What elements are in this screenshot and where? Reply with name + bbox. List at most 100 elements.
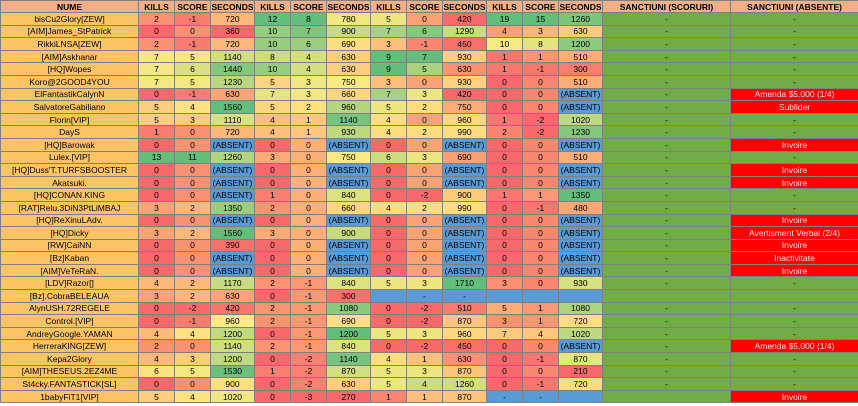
stat-cell: -1 bbox=[290, 339, 327, 354]
sanction-cell: - bbox=[730, 377, 858, 391]
sanction-cell: - bbox=[730, 200, 858, 215]
sanction-cell: Invoire bbox=[730, 263, 858, 278]
sanction-cell: - bbox=[602, 163, 731, 177]
sanction-cell: Invoire bbox=[730, 137, 858, 152]
stat-cell: 0 bbox=[138, 301, 175, 316]
stat-cell: 0 bbox=[522, 226, 559, 240]
player-row: ElFantastikCalynN 0 -1 630 7 3 660 7 3 420 0 0 (ABSE… bbox=[0, 87, 858, 102]
sanction-cell: - bbox=[602, 339, 731, 354]
stat-cell: -1 bbox=[522, 352, 559, 366]
stat-cell: -1 bbox=[174, 314, 211, 328]
stat-cell: 0 bbox=[522, 87, 559, 102]
stat-cell: 870 bbox=[326, 364, 371, 379]
stat-cell: 6 bbox=[138, 364, 175, 379]
player-row: [AIM]Askhanar 7 5 1140 8 4 630 9 7 930 1 1 510- - bbox=[0, 49, 858, 64]
column-header: NUME bbox=[0, 0, 139, 13]
sanction-cell: Invoire bbox=[730, 163, 858, 177]
player-name: DayS bbox=[0, 125, 139, 139]
stat-cell: 2 bbox=[254, 200, 291, 215]
sanction-cell: Amenda $5,000 (1/4) bbox=[730, 339, 858, 354]
stat-cell: 690 bbox=[326, 314, 371, 328]
stat-cell: 1530 bbox=[210, 364, 255, 379]
stat-cell: (ABSENT) bbox=[558, 339, 603, 354]
stat-cell: 450 bbox=[442, 37, 487, 51]
stat-cell: -2 bbox=[290, 364, 327, 379]
player-row: 1babyFiT1[VIP] 5 4 1020 0 -3 270 1 1 870- - Invoire bbox=[0, 389, 858, 404]
stat-cell: 0 bbox=[254, 213, 291, 228]
sanction-cell: - bbox=[602, 263, 731, 278]
stat-cell: 2 bbox=[174, 289, 211, 303]
stat-cell: 690 bbox=[326, 37, 371, 51]
stat-cell: 0 bbox=[174, 24, 211, 39]
player-row: [RAT]Relu.3DiN3PtLiMBAJ 3 2 1350 2 0 660 4 2 990 0… bbox=[0, 200, 858, 215]
stat-cell: 1 bbox=[254, 364, 291, 379]
column-header: SECONDS bbox=[442, 0, 487, 13]
stat-cell: 2 bbox=[174, 276, 211, 291]
stat-cell: 930 bbox=[558, 276, 603, 291]
sanction-cell: - bbox=[730, 276, 858, 291]
stat-cell: -2 bbox=[290, 352, 327, 366]
stat-cell: 870 bbox=[442, 314, 487, 328]
stat-cell: 4 bbox=[522, 326, 559, 341]
stat-cell: 0 bbox=[522, 276, 559, 291]
player-row: SalvatoreGabiliano 5 4 1560 5 2 960 5 2 750 0 0 (ABS… bbox=[0, 100, 858, 114]
sanction-cell: - bbox=[730, 364, 858, 379]
stat-cell: 0 bbox=[138, 213, 175, 228]
stat-cell: 0 bbox=[370, 238, 407, 253]
stat-cell: (ABSENT) bbox=[210, 188, 255, 202]
stat-cell: 6 bbox=[370, 150, 407, 165]
stat-cell: 0 bbox=[174, 213, 211, 228]
stat-cell: -1 bbox=[174, 12, 211, 26]
stat-cell: 840 bbox=[326, 276, 371, 291]
stat-cell: 1020 bbox=[558, 326, 603, 341]
stat-cell: 0 bbox=[522, 213, 559, 228]
stat-cell: 4 bbox=[254, 125, 291, 139]
stat-cell: 1110 bbox=[210, 112, 255, 127]
player-name: bisCu2Glory[ZEW] bbox=[0, 12, 139, 26]
stat-cell: 1140 bbox=[326, 352, 371, 366]
stat-cell: 5 bbox=[254, 100, 291, 114]
sanction-cell: - bbox=[730, 352, 858, 366]
stat-cell: 0 bbox=[370, 339, 407, 354]
stat-cell: 5 bbox=[174, 364, 211, 379]
stat-cell: 0 bbox=[522, 150, 559, 165]
stat-cell: 510 bbox=[558, 74, 603, 89]
sanction-cell: - bbox=[730, 150, 858, 165]
stat-cell: 2 bbox=[138, 339, 175, 354]
stat-cell: 11 bbox=[174, 150, 211, 165]
stat-cell: 750 bbox=[326, 74, 371, 89]
sanction-cell: - bbox=[730, 62, 858, 76]
stat-cell: 5 bbox=[174, 49, 211, 64]
stat-cell: (ABSENT) bbox=[210, 251, 255, 265]
sanction-cell: - bbox=[730, 74, 858, 89]
table-body: bisCu2Glory[ZEW] 2 -1 720 12 8 780 5 0 420 19 15 126… bbox=[0, 12, 858, 404]
stat-cell: 0 bbox=[486, 150, 523, 165]
player-name: [HQ]ReXinuLAdv. bbox=[0, 213, 139, 228]
stat-cell: 0 bbox=[138, 87, 175, 102]
player-name: 1babyFiT1[VIP] bbox=[0, 389, 139, 404]
stat-cell: 690 bbox=[442, 150, 487, 165]
stat-cell: -2 bbox=[406, 339, 443, 354]
stat-cell: (ABSENT) bbox=[442, 263, 487, 278]
stat-cell: (ABSENT) bbox=[442, 213, 487, 228]
stat-cell: (ABSENT) bbox=[210, 263, 255, 278]
stat-cell: 1260 bbox=[558, 12, 603, 26]
stat-cell: 480 bbox=[558, 200, 603, 215]
stat-cell: 0 bbox=[174, 263, 211, 278]
stat-cell bbox=[558, 389, 603, 404]
stat-cell: 1350 bbox=[210, 200, 255, 215]
sanction-cell: - bbox=[602, 74, 731, 89]
sanction-cell: - bbox=[602, 251, 731, 265]
stat-cell: 5 bbox=[254, 74, 291, 89]
player-name: [RW]CaiNN bbox=[0, 238, 139, 253]
stat-cell: (ABSENT) bbox=[210, 137, 255, 152]
player-name: [HQ]Barowak bbox=[0, 137, 139, 152]
stat-cell: 0 bbox=[138, 175, 175, 190]
stat-cell: 870 bbox=[558, 352, 603, 366]
stat-cell: 0 bbox=[254, 377, 291, 391]
stat-cell: 5 bbox=[370, 364, 407, 379]
stat-cell: 750 bbox=[326, 150, 371, 165]
stat-cell: 3 bbox=[254, 150, 291, 165]
player-name: AndreyGoogle.YAMAN bbox=[0, 326, 139, 341]
